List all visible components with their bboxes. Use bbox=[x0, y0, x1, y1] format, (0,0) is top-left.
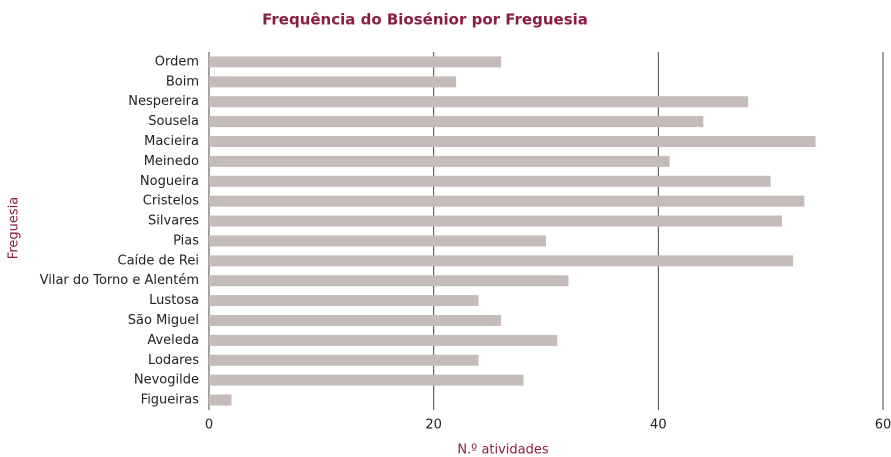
y-tick-label: Meinedo bbox=[144, 154, 199, 169]
bar bbox=[209, 155, 670, 167]
bar bbox=[209, 76, 457, 88]
y-tick-label: Cristelos bbox=[143, 194, 199, 209]
bar bbox=[209, 275, 569, 287]
y-axis-label: Freguesia bbox=[7, 197, 22, 259]
bar bbox=[209, 195, 805, 207]
chart-title: Frequência do Biosénior por Freguesia bbox=[262, 11, 588, 29]
y-tick-label: Nogueira bbox=[140, 174, 199, 189]
y-tick-label: Lodares bbox=[148, 353, 199, 368]
bar bbox=[209, 56, 502, 68]
x-tick-label: 60 bbox=[875, 418, 891, 433]
x-tick-label: 20 bbox=[425, 418, 442, 433]
y-tick-label: Nespereira bbox=[128, 94, 199, 109]
bar bbox=[209, 255, 794, 267]
y-tick-label: Figueiras bbox=[141, 393, 200, 408]
y-tick-label: Nevogilde bbox=[134, 373, 199, 388]
y-tick-label: Macieira bbox=[144, 134, 199, 149]
bar bbox=[209, 235, 546, 247]
bar bbox=[209, 136, 816, 147]
y-tick-label: Boim bbox=[166, 74, 199, 89]
bar bbox=[209, 116, 704, 128]
bar bbox=[209, 175, 771, 187]
y-tick-label: Caíde de Rei bbox=[118, 253, 199, 268]
bar bbox=[209, 394, 232, 406]
y-tick-label: Sousela bbox=[148, 114, 199, 129]
x-axis-label: N.º atividades bbox=[457, 443, 549, 457]
bar bbox=[209, 215, 782, 227]
bar bbox=[209, 374, 524, 386]
x-tick-label: 40 bbox=[650, 418, 667, 433]
y-tick-label: Lustosa bbox=[149, 293, 199, 308]
y-tick-label: Pias bbox=[173, 233, 199, 248]
y-tick-label: Aveleda bbox=[147, 333, 199, 348]
bar bbox=[209, 334, 558, 346]
y-tick-label: Ordem bbox=[155, 54, 199, 69]
y-tick-label: Silvares bbox=[148, 214, 199, 229]
bar bbox=[209, 295, 479, 307]
bar bbox=[209, 96, 749, 108]
x-tick-label: 0 bbox=[205, 418, 213, 433]
y-tick-label: São Miguel bbox=[128, 313, 199, 328]
bar bbox=[209, 354, 479, 366]
bar bbox=[209, 315, 502, 326]
y-tick-label: Vilar do Torno e Alentém bbox=[40, 273, 199, 288]
